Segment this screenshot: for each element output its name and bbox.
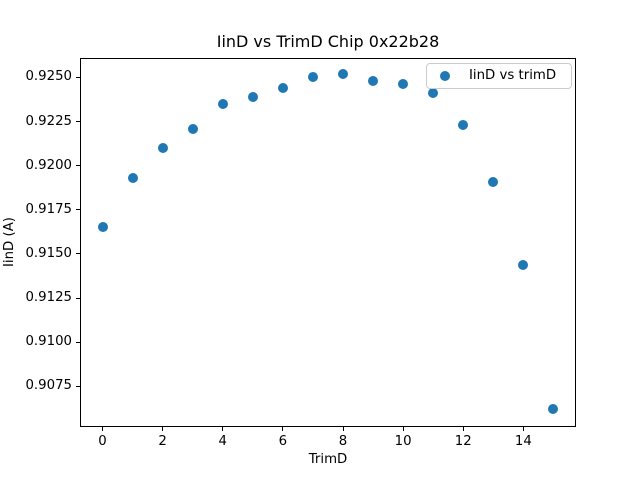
data-point bbox=[217, 98, 228, 109]
data-point bbox=[97, 222, 108, 233]
chart-title: IinD vs TrimD Chip 0x22b28 bbox=[216, 32, 440, 51]
x-axis-label: TrimD bbox=[308, 452, 348, 467]
y-tick-label: 0.9125 bbox=[25, 290, 72, 306]
y-tick-mark bbox=[76, 297, 80, 299]
x-tick-mark bbox=[342, 427, 344, 431]
y-tick-label: 0.9200 bbox=[25, 157, 72, 173]
data-point bbox=[157, 143, 168, 154]
data-point bbox=[428, 88, 439, 99]
x-tick-mark bbox=[102, 427, 104, 431]
y-tick-mark bbox=[76, 341, 80, 343]
x-tick-mark bbox=[462, 427, 464, 431]
x-tick-mark bbox=[222, 427, 224, 431]
y-tick-label: 0.9175 bbox=[25, 201, 72, 217]
x-tick-label: 12 bbox=[454, 434, 472, 449]
x-tick-label: 6 bbox=[278, 434, 288, 449]
y-tick-mark bbox=[76, 209, 80, 211]
data-point bbox=[368, 75, 379, 86]
data-point bbox=[127, 173, 138, 184]
data-point bbox=[247, 91, 258, 102]
data-point bbox=[187, 123, 198, 134]
x-tick-label: 2 bbox=[158, 434, 167, 449]
data-point bbox=[338, 68, 349, 79]
legend-label: IinD vs trimD bbox=[469, 68, 557, 83]
y-tick-label: 0.9250 bbox=[25, 69, 72, 85]
data-point bbox=[518, 259, 529, 270]
data-point bbox=[398, 79, 409, 90]
y-tick-mark bbox=[76, 121, 80, 123]
data-point bbox=[458, 120, 469, 131]
x-tick-mark bbox=[522, 427, 524, 431]
y-tick-label: 0.9100 bbox=[25, 334, 72, 350]
x-tick-mark bbox=[282, 427, 284, 431]
x-tick-label: 10 bbox=[394, 434, 412, 449]
x-tick-label: 8 bbox=[338, 434, 348, 449]
data-point bbox=[307, 72, 318, 83]
y-tick-mark bbox=[76, 385, 80, 387]
x-tick-label: 4 bbox=[218, 434, 228, 449]
x-tick-label: 14 bbox=[514, 434, 532, 449]
y-tick-label: 0.9075 bbox=[25, 378, 72, 394]
y-tick-mark bbox=[76, 165, 80, 167]
data-point bbox=[548, 404, 559, 415]
legend-marker-dot bbox=[440, 71, 450, 81]
plot-area bbox=[80, 58, 576, 427]
y-tick-label: 0.9225 bbox=[25, 113, 72, 129]
y-tick-label: 0.9150 bbox=[25, 245, 72, 261]
x-tick-label: 0 bbox=[98, 434, 107, 449]
legend: IinD vs trimD bbox=[426, 63, 572, 89]
x-tick-mark bbox=[162, 427, 164, 431]
y-tick-mark bbox=[76, 76, 80, 78]
data-point bbox=[277, 83, 288, 93]
data-point bbox=[488, 176, 499, 187]
y-tick-mark bbox=[76, 253, 80, 255]
x-tick-mark bbox=[402, 427, 404, 431]
